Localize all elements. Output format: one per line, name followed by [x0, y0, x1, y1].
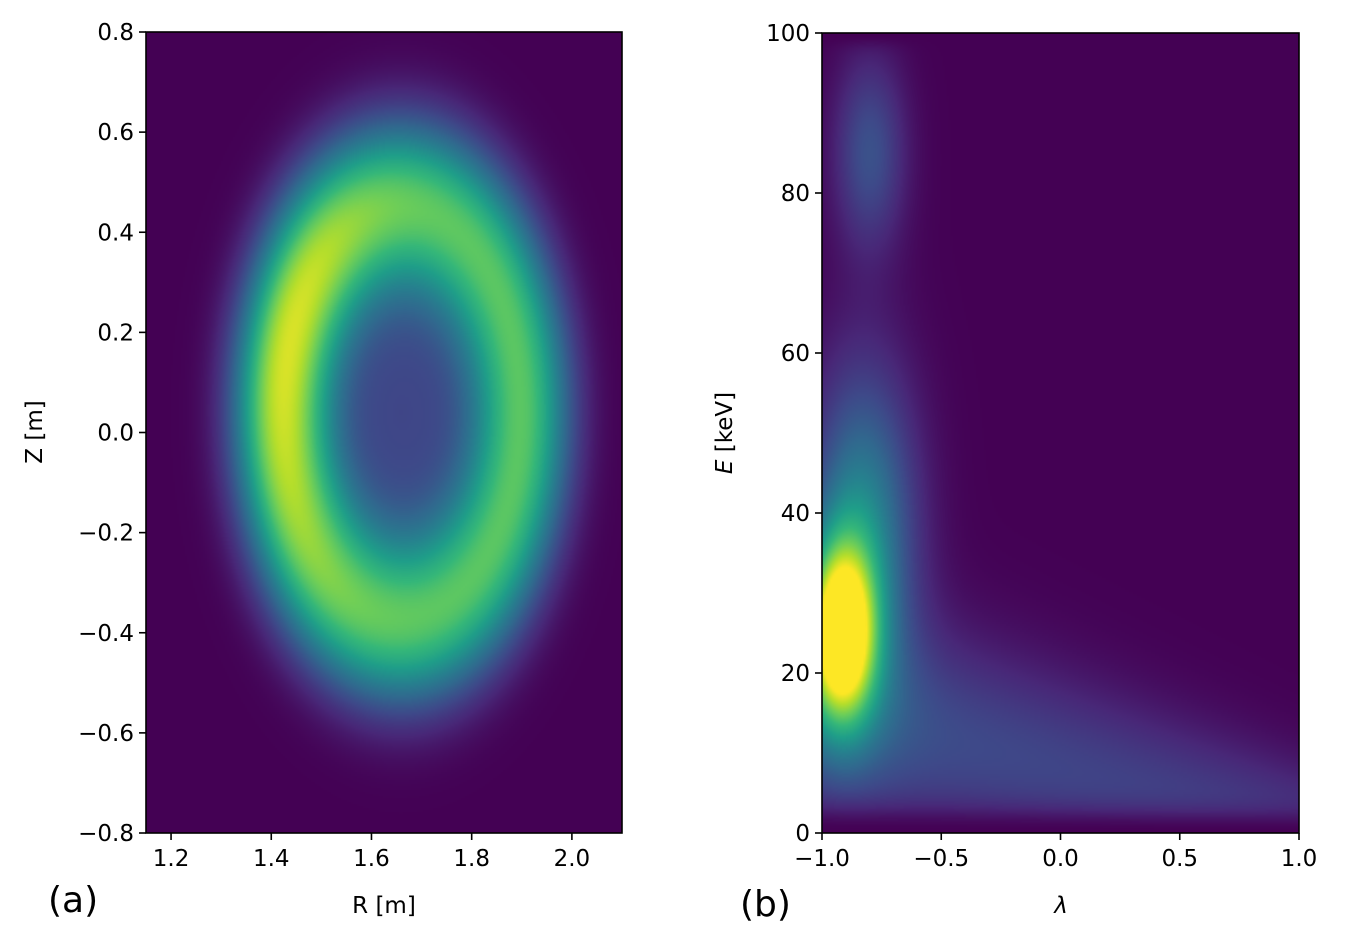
panel-a-ytick-label: −0.2: [78, 521, 134, 547]
panel-a-xtick-label: 1.4: [253, 846, 290, 872]
panel-a-ticks: 1.2 1.4 1.6 1.8 2.0 −0.8 −0.6 −0.4 −0.2 0.0 0.2 0.4…: [78, 20, 590, 872]
panel-b-ytick-label: 40: [781, 501, 810, 527]
panel-b-xtick-label: 0.5: [1161, 846, 1198, 872]
panel-b-tag: (b): [740, 884, 791, 925]
panel-a: 1.2 1.4 1.6 1.8 2.0 −0.8 −0.6 −0.4 −0.2 0.0 0.2 0.4…: [22, 20, 623, 921]
panel-b-xtick-label: −1.0: [794, 846, 850, 872]
panel-b-ytick-label: 0: [795, 821, 810, 847]
panel-b-xtick-label: 1.0: [1281, 846, 1318, 872]
panel-a-tag: (a): [48, 880, 98, 921]
panel-a-xtick-label: 1.8: [453, 846, 490, 872]
panel-b-ytick-label: 20: [781, 661, 810, 687]
panel-a-ytick-label: −0.6: [78, 721, 134, 747]
panel-b-xtick-label: −0.5: [913, 846, 969, 872]
heatmap-a-image: [146, 32, 622, 833]
panel-a-xtick-label: 1.2: [153, 846, 190, 872]
panel-a-ytick-label: −0.4: [78, 621, 134, 647]
panel-b-ytick-label: 100: [766, 21, 810, 47]
panel-b-ylabel: E [keV]: [712, 392, 738, 474]
heatmap-b-image: [822, 33, 1299, 833]
panel-a-ytick-label: 0.0: [97, 421, 134, 447]
panel-b-ylabel-unit: [keV]: [712, 392, 738, 460]
panel-b-ylabel-var: E: [712, 459, 738, 474]
panel-a-xlabel: R [m]: [352, 893, 416, 919]
panel-a-ytick-label: 0.2: [97, 320, 134, 346]
panel-b-xlabel: λ: [1052, 893, 1068, 919]
panel-a-ytick-label: −0.8: [78, 821, 134, 847]
panel-a-xtick-label: 2.0: [554, 846, 591, 872]
panel-b-xtick-label: 0.0: [1042, 846, 1079, 872]
panel-a-ytick-label: 0.4: [97, 220, 134, 246]
panel-b-ytick-label: 60: [781, 341, 810, 367]
panel-b-ticks: −1.0 −0.5 0.0 0.5 1.0 0 20 40 60 80 100: [766, 21, 1317, 872]
panel-a-ytick-label: 0.8: [97, 20, 134, 46]
panel-b-ytick-label: 80: [781, 181, 810, 207]
panel-a-xtick-label: 1.6: [353, 846, 390, 872]
panel-a-ytick-label: 0.6: [97, 120, 134, 146]
panel-a-ylabel: Z [m]: [22, 400, 48, 463]
